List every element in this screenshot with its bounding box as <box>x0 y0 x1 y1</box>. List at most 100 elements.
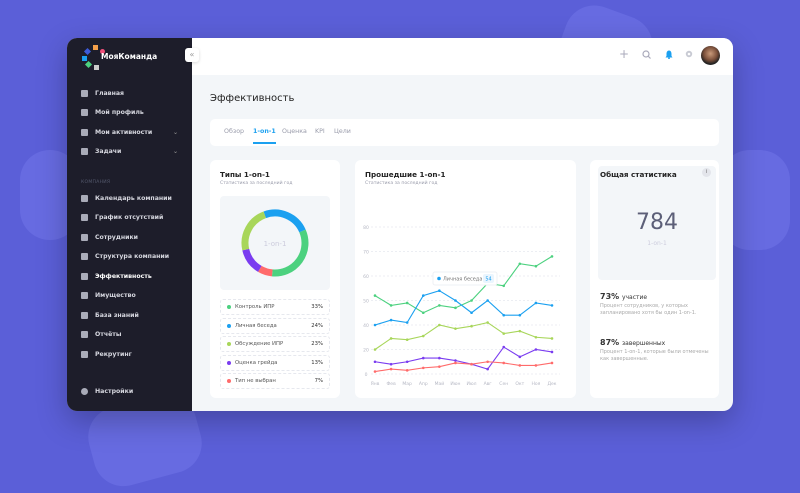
data-point <box>438 304 441 307</box>
legend-label: Оценка грейда <box>235 359 278 366</box>
stat-description: Процент сотрудников, у которых запланиро… <box>600 303 697 316</box>
data-point <box>518 364 522 367</box>
data-point <box>373 370 377 373</box>
data-point <box>502 361 506 365</box>
data-point <box>373 294 377 297</box>
tab-kpi[interactable]: KPI <box>315 128 325 135</box>
sidebar-item[interactable]: Календарь компании <box>67 189 192 207</box>
schedule-icon <box>81 214 88 221</box>
search-icon[interactable] <box>642 50 651 59</box>
sidebar-item[interactable]: Мой профиль <box>67 104 192 122</box>
data-point <box>405 369 409 372</box>
sidebar-item[interactable]: Имущество <box>67 287 192 305</box>
sidebar-item[interactable]: Сотрудники <box>67 228 192 246</box>
tooltip-dot <box>437 276 441 281</box>
user-icon <box>81 109 88 116</box>
legend-item: Обсуждение ИПР 23% <box>220 336 330 352</box>
legend-label: Тип не выбран <box>235 378 276 384</box>
data-point <box>373 323 377 327</box>
tasks-icon <box>81 148 88 155</box>
donut-slice[interactable] <box>271 229 309 277</box>
data-point <box>438 323 441 327</box>
sidebar-item[interactable]: Мои активности ⌄ <box>67 123 192 141</box>
x-tick-label: Ноя <box>531 381 540 387</box>
series-line <box>374 255 553 314</box>
y-tick-label: 20 <box>363 347 369 353</box>
tab-goals[interactable]: Цели <box>334 128 351 135</box>
sidebar-item[interactable]: Рекрутинг <box>67 345 192 363</box>
sidebar-item-label: Мой профиль <box>95 109 144 116</box>
donut-slice[interactable] <box>263 209 306 233</box>
stat-value: 87% <box>600 338 620 347</box>
legend-dot <box>227 305 231 309</box>
data-point <box>502 345 506 349</box>
data-point <box>534 348 538 351</box>
data-point <box>454 306 457 310</box>
brand-name: МояКоманда <box>101 52 158 61</box>
donut-slice[interactable] <box>258 265 273 277</box>
data-point <box>389 362 393 366</box>
data-point <box>454 359 457 362</box>
briefcase-icon <box>81 350 88 358</box>
series-line <box>374 290 553 326</box>
sidebar-item[interactable]: Эффективность <box>67 267 192 285</box>
legend-percent: 13% <box>311 359 323 366</box>
data-point <box>421 311 425 315</box>
x-tick-label: Янв <box>371 381 380 387</box>
legend-item: Личная беседа 24% <box>220 317 330 334</box>
data-point <box>518 355 522 359</box>
bell-icon[interactable] <box>665 50 673 59</box>
legend-percent: 24% <box>311 322 323 329</box>
donut-slice[interactable] <box>241 211 267 251</box>
chevron-down-icon[interactable]: ⌄ <box>172 148 178 155</box>
y-tick-label: 80 <box>363 225 369 231</box>
sidebar-item[interactable]: Задачи ⌄ <box>67 143 192 161</box>
x-tick-label: Май <box>435 380 445 387</box>
sidebar-item[interactable]: База знаний <box>67 306 192 324</box>
gear-icon[interactable] <box>685 50 693 58</box>
legend-dot <box>227 360 231 365</box>
sidebar-item-label: Эффективность <box>95 272 152 280</box>
sidebar-item[interactable]: Главная <box>67 84 192 102</box>
total-label: 1-on-1 <box>647 240 667 247</box>
sidebar-item[interactable]: Структура компании <box>67 248 192 266</box>
tooltip-box <box>432 271 498 286</box>
x-tick-label: Июл <box>467 381 477 387</box>
chevron-down-icon[interactable]: ⌄ <box>172 128 178 136</box>
avatar[interactable] <box>701 46 720 65</box>
card-title: Прошедшие 1-on-1 <box>365 170 446 179</box>
info-icon[interactable]: i <box>702 168 711 177</box>
sidebar-item-settings[interactable]: Настройки <box>67 382 192 400</box>
grid-icon <box>81 128 88 136</box>
legend-label: Контроль ИПР <box>235 304 275 310</box>
data-point <box>470 299 473 302</box>
x-tick-label: Сен <box>499 381 508 387</box>
legend-dot <box>227 379 231 383</box>
logo-icon <box>82 45 105 70</box>
data-point <box>389 304 393 307</box>
plus-icon[interactable]: + <box>618 47 629 61</box>
line-chart: 0 20 40 50 60 70 80 Янв Фев Мар Апр Май Июн Июл Авг Сен… <box>363 225 560 387</box>
data-point <box>534 335 538 339</box>
tab-assessment[interactable]: Оценка <box>282 128 307 135</box>
data-point <box>405 338 409 341</box>
stat-description: Процент 1-on-1, которые были отмечены ка… <box>600 349 709 362</box>
tab-overview[interactable]: Обзор <box>224 128 245 135</box>
sidebar-item[interactable]: График отсутствий <box>67 209 192 227</box>
calendar-icon <box>81 194 88 202</box>
tab-1on1[interactable]: 1-on-1 <box>253 128 276 144</box>
data-point <box>470 311 473 315</box>
donut-slice[interactable] <box>242 248 262 272</box>
collapse-sidebar-button[interactable]: « <box>185 48 199 62</box>
x-tick-label: Дек <box>547 381 556 387</box>
data-point <box>438 356 441 360</box>
series-line <box>374 346 553 370</box>
data-point <box>454 361 457 365</box>
sidebar-item[interactable]: Отчёты <box>67 326 192 344</box>
report-icon <box>81 331 88 338</box>
data-point <box>454 299 457 302</box>
data-point <box>438 289 441 292</box>
sidebar-item-label: Сотрудники <box>95 233 138 241</box>
sidebar-item-label: Структура компании <box>95 253 170 260</box>
data-point <box>389 337 393 340</box>
